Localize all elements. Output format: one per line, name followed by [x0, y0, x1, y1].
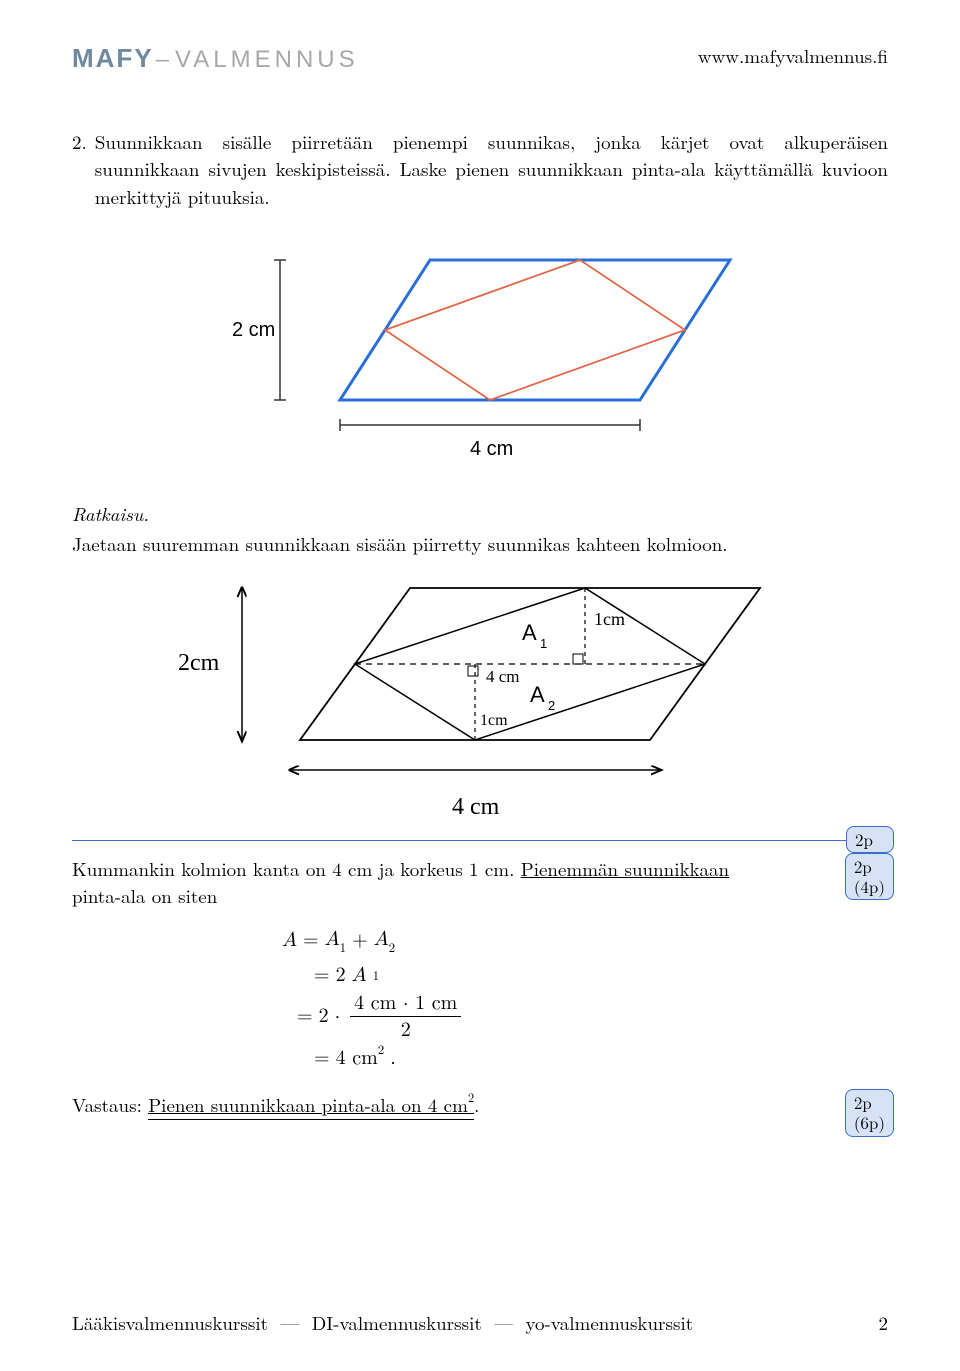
problem: 2. Suunnikkaan sisälle piirretään pienem… [72, 128, 888, 211]
math-eq1: = [303, 923, 319, 957]
math-A1: A [325, 929, 340, 949]
problem-number: 2. [72, 128, 87, 211]
math-A2s: 2 [389, 942, 396, 955]
svg-text:2cm: 2cm [178, 650, 220, 676]
logo-valm: VALMENNUS [175, 43, 359, 78]
fig1-height-label: 2 cm [232, 319, 275, 341]
figure-2: 2cm 1cm A 1 4 cm A 2 1cm 4 cm [170, 570, 790, 830]
kummankin-para: Kummankin kolmion kanta on 4 cm ja korke… [72, 855, 888, 910]
math-eq2: = [314, 958, 330, 992]
footer-c3: yo-valmennuskurssit [525, 1309, 693, 1336]
footer-courses: Lääkisvalmennuskurssit — DI-valmennuskur… [72, 1309, 693, 1337]
math-2A1: A [352, 958, 367, 992]
svg-text:1cm: 1cm [594, 609, 625, 629]
math-eq3: = [297, 999, 313, 1033]
math-2A1s: 1 [373, 966, 380, 988]
svg-text:A: A [522, 620, 537, 645]
svg-text:1cm: 1cm [480, 712, 508, 729]
math-dot4: . [390, 1041, 396, 1075]
math-num: 4 cm · 1 cm [350, 992, 461, 1017]
math-den: 2 [397, 1017, 415, 1041]
footer: Lääkisvalmennuskurssit — DI-valmennuskur… [72, 1309, 888, 1337]
svg-text:4 cm: 4 cm [452, 794, 500, 820]
hr-with-badge-1: 2p [72, 840, 888, 841]
logo-mafy: MAFY [72, 40, 154, 78]
svg-text:1: 1 [540, 636, 547, 651]
math-A2: A [374, 929, 389, 949]
vastaus-pre: Vastaus: [72, 1091, 148, 1118]
header: MAFY – VALMENNUS www.mafyvalmennus.fi [72, 40, 888, 78]
kummankin-pre: Kummankin kolmion kanta on 4 cm ja korke… [72, 855, 521, 882]
score-badge-2p-a: 2p [846, 826, 894, 853]
logo-dash: – [156, 43, 173, 78]
fig1-base-label: 4 cm [470, 438, 513, 460]
math-two2: 2 [336, 958, 346, 992]
math-block: A = A1 + A2 = 2A1 = 2 · 4 cm · 1 cm 2 = … [282, 922, 888, 1075]
footer-sep2: — [494, 1309, 513, 1336]
footer-c2: DI-valmennuskurssit [312, 1309, 482, 1336]
figure-1: 2 cm 4 cm [220, 240, 740, 470]
badge3-l2: (6p) [854, 1110, 885, 1134]
header-url: www.mafyvalmennus.fi [698, 40, 888, 70]
math-A1s: 1 [340, 942, 347, 955]
vastaus-line: Vastaus: Pienen suunnikkaan pinta-ala on… [72, 1091, 888, 1119]
vastaus-dbl: Pienen suunnikkaan pinta-ala on 4 cm2 [148, 1091, 474, 1120]
fig1-outer-parallelogram [340, 260, 730, 400]
blue-rule [72, 840, 888, 841]
math-frac: 4 cm · 1 cm 2 [350, 992, 461, 1041]
vastaus-dot: . [474, 1091, 479, 1118]
footer-sep1: — [280, 1309, 299, 1336]
logo: MAFY – VALMENNUS [72, 40, 359, 78]
badge-text: 2p [855, 827, 873, 851]
math-dot: · [335, 999, 341, 1033]
math-sup: 2 [378, 1044, 385, 1057]
svg-text:2: 2 [548, 698, 555, 713]
problem-text: Suunnikkaan sisälle piirretään pienempi … [95, 128, 888, 211]
fig1-inner-parallelogram [385, 260, 685, 400]
kummankin-underlined: Pienemmän suunnikkaan [521, 855, 729, 882]
score-badge-2p-4p: 2p (4p) [845, 853, 894, 901]
kummankin-post: pinta-ala on siten [72, 882, 217, 909]
math-two3: 2 [319, 999, 329, 1033]
svg-text:A: A [530, 682, 545, 707]
footer-c1: Lääkisvalmennuskurssit [72, 1309, 268, 1336]
solution-heading: Ratkaisu. [72, 500, 888, 528]
score-badge-2p-6p: 2p (6p) [845, 1089, 894, 1137]
math-plus: + [352, 923, 368, 957]
math-eq4: = [314, 1041, 330, 1075]
page: MAFY – VALMENNUS www.mafyvalmennus.fi 2.… [0, 0, 960, 1371]
solution-intro: Jaetaan suuremman suunnikkaan sisään pii… [72, 530, 888, 558]
math-A: A [282, 923, 297, 957]
badge-l2: (4p) [854, 874, 885, 898]
footer-page: 2 [878, 1309, 888, 1337]
svg-text:4 cm: 4 cm [486, 667, 520, 686]
math-4cm: 4 cm [336, 1048, 378, 1068]
